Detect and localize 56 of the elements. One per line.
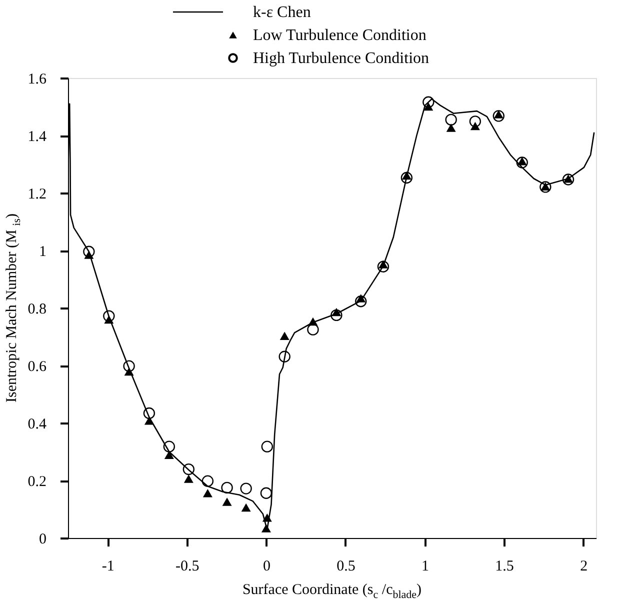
- point: [469, 116, 482, 128]
- point: [143, 407, 156, 420]
- x-tick-label: -1: [102, 558, 114, 574]
- point: [330, 309, 342, 322]
- point: [221, 482, 233, 494]
- point: [261, 440, 273, 452]
- point: [278, 350, 290, 362]
- point: [241, 503, 251, 512]
- point: [422, 96, 434, 108]
- legend-label: Low Turbulence Condition: [253, 27, 426, 44]
- point: [123, 360, 135, 372]
- point: [202, 475, 214, 487]
- point: [280, 332, 290, 340]
- point: [202, 489, 212, 498]
- y-tick-label: 1: [39, 244, 46, 260]
- point: [446, 124, 456, 132]
- y-tick-label: 0.2: [28, 474, 46, 490]
- point: [83, 246, 95, 258]
- y-tick-label: 0.6: [28, 359, 47, 375]
- point: [492, 110, 504, 122]
- y-tick-label: 0.8: [28, 302, 46, 318]
- point: [182, 463, 195, 476]
- point: [356, 294, 366, 302]
- point: [240, 482, 252, 494]
- point: [516, 156, 528, 168]
- x-tick-label: 0: [262, 558, 270, 574]
- x-tick-label: 0.5: [336, 558, 356, 574]
- point: [355, 296, 367, 308]
- y-tick-label: 1.2: [28, 186, 46, 202]
- y-axis-title: Isentropic Mach Number (Mis): [4, 214, 23, 402]
- y-tick-label: 0.4: [28, 416, 47, 432]
- legend-label: k-ε Chen: [253, 4, 311, 21]
- point: [262, 513, 272, 522]
- point: [494, 110, 504, 118]
- point: [400, 172, 413, 184]
- legend-label: High Turbulence Condition: [253, 50, 430, 67]
- point: [164, 450, 174, 460]
- point: [402, 171, 412, 180]
- y-tick-label: 0: [39, 532, 46, 548]
- point: [445, 114, 457, 126]
- point: [261, 524, 271, 532]
- point: [517, 156, 527, 166]
- point: [144, 416, 154, 425]
- point: [184, 474, 194, 483]
- x-tick-label: 2: [580, 558, 588, 574]
- x-tick-label: -0.5: [176, 558, 200, 574]
- y-tick-label: 1.4: [28, 129, 47, 145]
- point: [163, 440, 176, 452]
- point: [377, 260, 390, 272]
- point: [378, 260, 388, 268]
- point: [222, 498, 232, 506]
- x-tick-label: 1: [422, 558, 430, 574]
- point: [260, 487, 272, 499]
- y-tick-label: 1.6: [28, 72, 47, 88]
- point: [103, 310, 115, 322]
- x-tick-label: 1.5: [495, 558, 514, 574]
